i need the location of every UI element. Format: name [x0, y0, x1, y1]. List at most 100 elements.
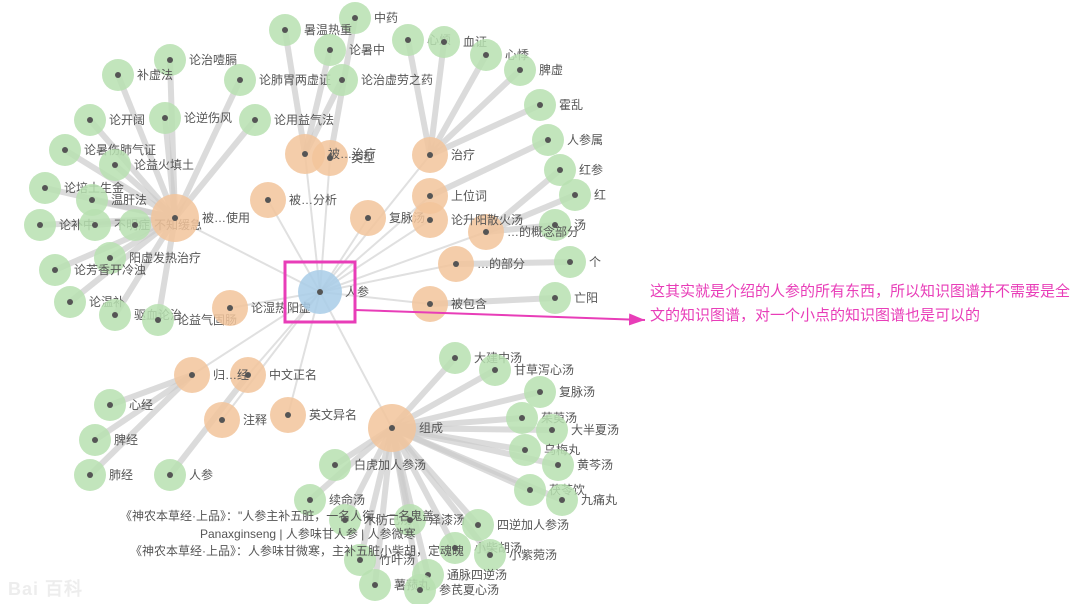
node-label: 论暑中	[349, 42, 385, 57]
node-dot	[302, 151, 308, 157]
node-label: 通脉四逆汤	[447, 567, 507, 582]
node-label: 大半夏汤	[571, 423, 619, 437]
node-label: 治疗	[451, 148, 475, 162]
node-dot	[107, 402, 113, 408]
node-dot	[62, 147, 68, 153]
node-dot	[549, 427, 555, 433]
node-label: 汤	[574, 218, 586, 232]
node-dot	[189, 372, 195, 378]
node-label: 参芪夏心汤	[439, 582, 499, 597]
node-label: 脾虚	[539, 62, 563, 77]
node-dot	[87, 117, 93, 123]
node-dot	[92, 222, 98, 228]
node-dot	[307, 497, 313, 503]
node-label: 红	[594, 187, 606, 202]
footnote-text: 《神农本草经·上品》："人参主补五脏，一名人衔，一名鬼盖	[120, 508, 434, 523]
node-dot	[552, 295, 558, 301]
node-label: 注释	[243, 412, 267, 427]
node-dot	[519, 415, 525, 421]
node-label: 英文异名	[309, 407, 357, 422]
node-dot	[52, 267, 58, 273]
node-dot	[357, 557, 363, 563]
node-dot	[332, 462, 338, 468]
edge	[430, 298, 555, 304]
node-dot	[89, 197, 95, 203]
node-label: 人参	[189, 467, 213, 482]
node-dot	[522, 447, 528, 453]
node-label: 被…分析	[289, 193, 337, 207]
node-dot	[453, 261, 459, 267]
node-dot	[219, 417, 225, 423]
node-dot	[545, 137, 551, 143]
node-label: 复脉汤	[559, 384, 595, 399]
node-label: 个	[589, 255, 601, 269]
node-dot	[352, 15, 358, 21]
node-dot	[282, 27, 288, 33]
annotation-text: 这其实就是介绍的人参的所有东西，所以知识图谱并不需要是全文的知识图谱，对一个小点…	[650, 280, 1070, 328]
node-label: 竹叶汤	[379, 553, 415, 567]
node-dot	[155, 317, 161, 323]
node-dot	[342, 517, 348, 523]
node-dot	[427, 193, 433, 199]
node-label: 九痛丸	[581, 492, 617, 507]
node-label: 类型	[351, 151, 375, 165]
node-dot	[537, 389, 543, 395]
node-dot	[252, 117, 258, 123]
node-label: 亡阳	[574, 291, 598, 305]
node-label: 论治虚劳之药	[361, 73, 433, 87]
node-dot	[339, 77, 345, 83]
node-dot	[537, 102, 543, 108]
node-dot	[167, 57, 173, 63]
node-dot	[555, 462, 561, 468]
node-dot	[285, 412, 291, 418]
node-label: 中文正名	[269, 367, 317, 382]
node-label: 红参	[579, 162, 603, 177]
node-dot	[265, 197, 271, 203]
node-label: 人参属	[567, 132, 603, 147]
node-dot	[567, 259, 573, 265]
node-dot	[441, 39, 447, 45]
node-label: 甘草泻心汤	[514, 363, 574, 377]
node-label: 中药	[374, 10, 398, 25]
node-dot	[87, 472, 93, 478]
node-dot	[552, 222, 558, 228]
annotation-arrow	[355, 310, 645, 320]
node-dot	[37, 222, 43, 228]
watermark: Bai 百科	[8, 575, 83, 601]
node-dot	[107, 255, 113, 261]
node-label: 被…使用	[202, 210, 250, 225]
node-dot	[237, 77, 243, 83]
node-dot	[407, 517, 413, 523]
node-dot	[389, 425, 395, 431]
node-dot	[112, 312, 118, 318]
node-label: 肺经	[109, 468, 133, 482]
node-dot	[132, 222, 138, 228]
node-dot	[475, 522, 481, 528]
node-dot	[172, 215, 178, 221]
node-dot	[227, 305, 233, 311]
node-dot	[42, 185, 48, 191]
node-dot	[487, 552, 493, 558]
node-dot	[162, 115, 168, 121]
node-label: 黄芩汤	[577, 458, 613, 472]
node-dot	[67, 299, 73, 305]
node-dot	[559, 497, 565, 503]
node-dot	[452, 545, 458, 551]
node-dot	[492, 367, 498, 373]
node-dot	[452, 355, 458, 361]
node-label: 小紫菀汤	[509, 548, 557, 562]
node-dot	[372, 582, 378, 588]
node-dot	[483, 229, 489, 235]
node-dot	[167, 472, 173, 478]
node-dot	[572, 192, 578, 198]
node-dot	[327, 47, 333, 53]
node-dot	[527, 487, 533, 493]
node-dot	[427, 152, 433, 158]
node-dot	[405, 37, 411, 43]
node-label: 霍乱	[559, 98, 583, 112]
node-dot	[427, 217, 433, 223]
node-dot	[427, 301, 433, 307]
node-dot	[92, 437, 98, 443]
node-dot	[112, 162, 118, 168]
node-dot	[365, 215, 371, 221]
